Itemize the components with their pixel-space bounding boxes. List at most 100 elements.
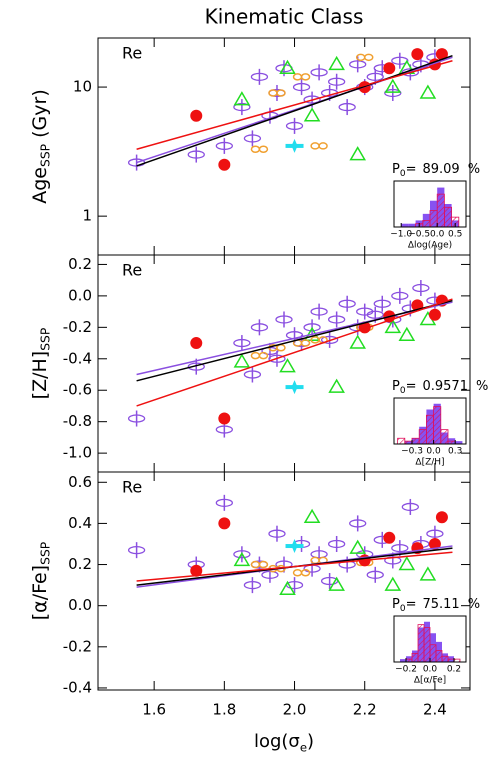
histogram-bar <box>423 627 431 663</box>
point <box>419 566 437 581</box>
ellipse-marker <box>401 502 419 512</box>
ellipse-marker <box>327 539 346 549</box>
histogram-bar <box>425 414 434 445</box>
p0-text: P0= 0.9571% <box>392 379 488 396</box>
point <box>391 52 409 69</box>
histogram-bar <box>401 223 409 227</box>
y-axis-label: [α/Fe]SSP <box>29 541 53 620</box>
ellipse-marker <box>426 529 444 538</box>
point <box>366 566 384 583</box>
ellipse-marker <box>303 323 321 332</box>
histogram-bar <box>408 223 416 227</box>
point <box>268 89 286 97</box>
point <box>349 334 367 349</box>
inset-x-label: Δ[Z/H] <box>415 458 444 468</box>
infinity-marker <box>310 142 320 150</box>
triangle-marker <box>328 55 345 71</box>
histogram-bar <box>433 406 442 445</box>
point <box>349 515 367 532</box>
x-axis-label: log(σe) <box>254 731 314 754</box>
circle-marker <box>383 531 396 544</box>
inset-x-tick-label: −0.5 <box>408 230 430 240</box>
triangle-marker <box>233 551 251 567</box>
y-axis-label: AgeSSP (Gyr) <box>29 89 53 204</box>
ellipse-marker <box>127 414 146 423</box>
histogram-bar <box>429 644 437 663</box>
circle-marker <box>218 158 231 171</box>
triangle-marker <box>328 576 345 591</box>
triangle-marker <box>349 539 367 554</box>
ellipse-marker <box>233 550 251 559</box>
histogram-bar <box>455 441 463 444</box>
histogram-bar <box>435 650 443 663</box>
y-tick-label: 0.0 <box>68 286 92 304</box>
chart-title: Kinematic Class <box>205 5 364 29</box>
histogram-bar <box>422 220 431 228</box>
fit-line <box>136 551 453 582</box>
ellipse-marker <box>233 102 251 112</box>
y-tick-label: 10 <box>73 78 92 96</box>
ellipse-marker <box>401 68 419 77</box>
y-axis-label-main: [α/Fe] <box>29 565 51 620</box>
ellipse-marker <box>327 77 346 86</box>
infinity-marker <box>258 145 269 153</box>
ellipse-marker <box>187 150 205 159</box>
point <box>233 353 251 368</box>
inset-x-tick-label: −0.2 <box>395 665 417 675</box>
y-tick-label: -1.0 <box>63 444 92 462</box>
point <box>398 556 416 571</box>
point <box>384 78 402 93</box>
point <box>279 580 296 595</box>
point <box>338 99 356 116</box>
inset-x-tick-label: 0.0 <box>430 230 445 240</box>
ellipse-marker <box>292 82 311 92</box>
point <box>127 542 146 559</box>
inset-x-tick-label: 0.2 <box>447 665 461 675</box>
infinity-marker <box>310 556 320 565</box>
point <box>243 577 262 594</box>
point <box>275 311 293 328</box>
ellipse-marker <box>250 323 269 332</box>
ellipse-marker <box>391 56 409 65</box>
point <box>250 145 269 153</box>
point <box>250 351 269 360</box>
infinity-marker <box>300 73 311 81</box>
histogram-bar <box>397 437 406 445</box>
ellipse-marker <box>243 580 262 590</box>
triangle-marker <box>384 318 402 334</box>
point <box>310 64 328 81</box>
point <box>328 55 345 71</box>
ellipse-marker <box>187 362 205 371</box>
point <box>215 494 233 511</box>
p0-label: P <box>392 162 400 177</box>
circle-marker <box>435 511 448 524</box>
infinity-marker <box>300 339 311 347</box>
point <box>401 498 419 515</box>
p0-text: P0= 89.09% <box>392 162 480 179</box>
point <box>190 109 203 122</box>
histogram-bar <box>440 429 449 445</box>
point <box>428 537 441 550</box>
point <box>303 508 321 523</box>
triangle-marker <box>233 91 251 106</box>
ellipse-marker <box>391 543 409 553</box>
y-tick-label: -0.4 <box>63 678 92 696</box>
circle-marker <box>383 62 396 75</box>
infinity-marker <box>250 351 261 360</box>
inset-x-tick-label: 0.5 <box>448 230 462 240</box>
point <box>349 539 367 554</box>
x-tick-label: 1.6 <box>142 701 166 719</box>
triangle-marker <box>303 508 321 523</box>
triangle-marker <box>279 59 296 74</box>
point <box>250 319 269 336</box>
triangle-marker <box>398 556 416 571</box>
y-tick-label: 0.2 <box>68 555 92 573</box>
ellipse-marker <box>338 299 356 308</box>
point <box>328 378 345 393</box>
star-marker <box>285 385 304 390</box>
circle-marker <box>411 48 424 61</box>
point <box>292 569 311 577</box>
ellipse-marker <box>215 141 233 151</box>
p0-value: 75.11 <box>422 597 459 612</box>
point <box>419 84 437 99</box>
